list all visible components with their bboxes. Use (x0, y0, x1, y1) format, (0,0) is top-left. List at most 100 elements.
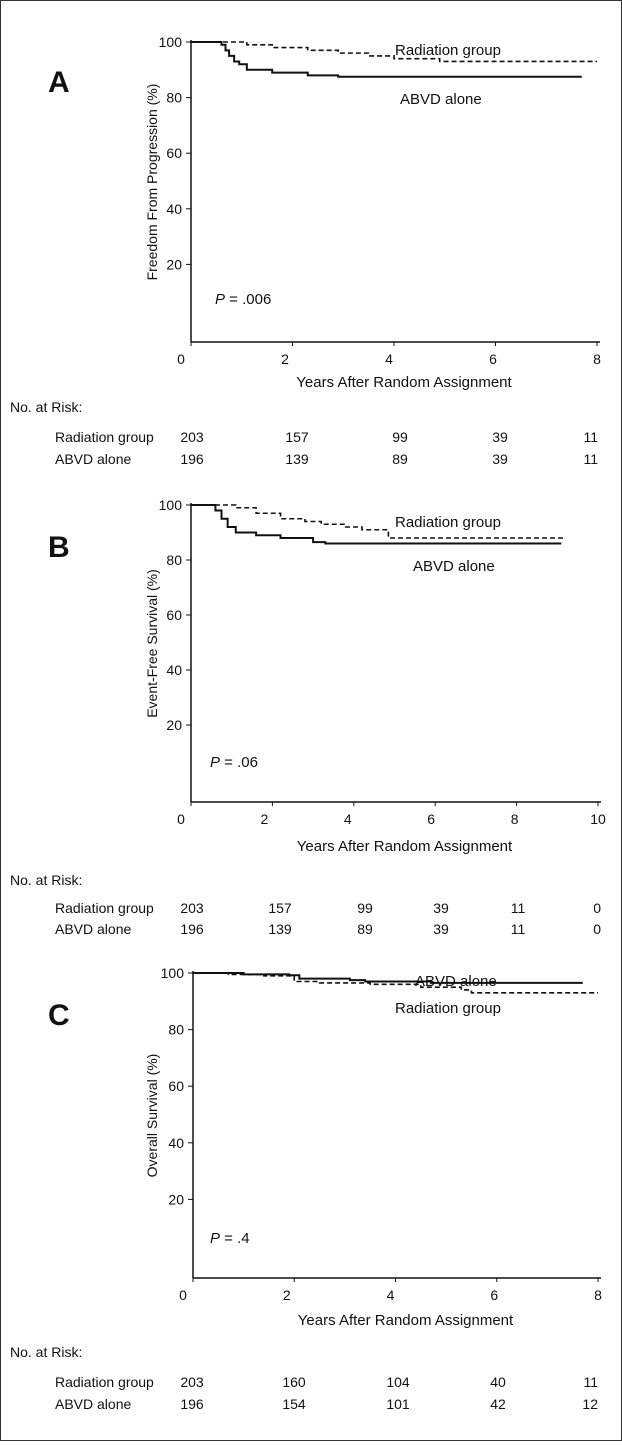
risk-cell: 157 (285, 429, 309, 445)
risk-cell: 39 (492, 451, 508, 467)
risk-cell: 0 (593, 900, 601, 916)
risk-cell: 12 (582, 1396, 598, 1412)
risk-cell: 11 (511, 900, 526, 916)
risk-cell: 0 (593, 921, 601, 937)
series-label: Radiation group (395, 1000, 501, 1017)
x-tick-label: 4 (387, 1287, 395, 1303)
risk-table-title: No. at Risk: (10, 1344, 82, 1360)
risk-row-label: ABVD alone (55, 1396, 131, 1412)
risk-cell: 196 (180, 1396, 204, 1412)
risk-cell: 203 (180, 1374, 204, 1390)
y-tick-label: 100 (161, 965, 185, 981)
y-tick-label: 60 (166, 607, 182, 623)
x-tick-label: 2 (281, 351, 289, 367)
p-value-text: = .4 (220, 1230, 250, 1247)
series-label: ABVD alone (400, 91, 482, 108)
y-tick-label: 80 (168, 1022, 184, 1038)
series-line-radiation-group (191, 504, 566, 539)
y-tick-label: 20 (168, 1191, 184, 1207)
risk-row-label: ABVD alone (55, 921, 131, 937)
risk-row-label: ABVD alone (55, 451, 131, 467)
y-tick-label: 80 (166, 90, 182, 106)
p-value-annotation: P = .4 (210, 1230, 250, 1247)
risk-cell: 99 (357, 900, 373, 916)
x-tick-label: 6 (427, 811, 435, 827)
x-tick-label: 8 (594, 1287, 602, 1303)
panel-c: C 20 40 60 80 100 0 2 4 6 8 Years After Random Assi… (10, 965, 602, 1412)
x-tick-label: 2 (261, 811, 269, 827)
x-tick-label: 10 (590, 811, 606, 827)
risk-cell: 154 (282, 1396, 306, 1412)
risk-cell: 39 (492, 429, 508, 445)
p-value-symbol: P (210, 754, 220, 771)
risk-cell: 203 (180, 429, 204, 445)
x-tick-label: 2 (283, 1287, 291, 1303)
y-tick-label: 100 (159, 34, 183, 50)
series-line-abvd-alone (191, 41, 582, 78)
x-axis-label: Years After Random Assignment (296, 374, 512, 391)
panel-a: A 20 40 60 80 100 0 2 4 6 8 Years After Random Assi… (10, 34, 601, 467)
series-line-abvd-alone (193, 972, 583, 984)
y-tick-label: 40 (168, 1135, 184, 1151)
x-tick-label: 6 (490, 1287, 498, 1303)
p-value-annotation: P = .006 (215, 291, 271, 308)
risk-cell: 104 (386, 1374, 410, 1390)
risk-cell: 39 (433, 921, 449, 937)
x-tick-label: 4 (344, 811, 352, 827)
risk-cell: 89 (392, 451, 408, 467)
risk-cell: 139 (268, 921, 292, 937)
y-tick-label: 40 (166, 662, 182, 678)
y-tick-label: 40 (166, 201, 182, 217)
risk-row-label: Radiation group (55, 900, 154, 916)
x-axis-label: Years After Random Assignment (297, 838, 513, 855)
x-tick-label: 8 (511, 811, 519, 827)
risk-cell: 157 (268, 900, 292, 916)
p-value-text: = .06 (220, 754, 258, 771)
y-tick-label: 20 (166, 256, 182, 272)
x-tick-label: 6 (489, 351, 497, 367)
panel-b: B 20 40 60 80 100 0 2 4 6 8 10 Years After Random As… (10, 497, 606, 937)
p-value-symbol: P (215, 291, 225, 308)
risk-cell: 196 (180, 921, 204, 937)
series-label: ABVD alone (415, 973, 497, 990)
y-tick-label: 100 (159, 497, 183, 513)
p-value-symbol: P (210, 1230, 220, 1247)
risk-cell: 203 (180, 900, 204, 916)
risk-cell: 160 (282, 1374, 306, 1390)
panel-letter: A (48, 66, 70, 99)
series-line-abvd-alone (191, 504, 562, 545)
x-tick-label: 0 (177, 351, 185, 367)
panel-letter: C (48, 999, 70, 1032)
p-value-text: = .006 (225, 291, 271, 308)
y-tick-label: 60 (168, 1078, 184, 1094)
x-tick-label: 0 (177, 811, 185, 827)
x-tick-label: 8 (593, 351, 601, 367)
y-tick-label: 20 (166, 717, 182, 733)
y-tick-label: 60 (166, 145, 182, 161)
risk-cell: 196 (180, 451, 204, 467)
y-axis-label: Event-Free Survival (%) (144, 569, 160, 718)
risk-cell: 40 (490, 1374, 506, 1390)
panel-letter: B (48, 531, 70, 564)
risk-table-title: No. at Risk: (10, 399, 82, 415)
series-label: Radiation group (395, 514, 501, 531)
risk-cell: 101 (386, 1396, 410, 1412)
y-tick-label: 80 (166, 552, 182, 568)
x-tick-label: 0 (179, 1287, 187, 1303)
series-line-radiation-group (193, 972, 598, 994)
risk-cell: 39 (433, 900, 449, 916)
x-axis-label: Years After Random Assignment (298, 1312, 514, 1329)
series-label: Radiation group (395, 42, 501, 59)
risk-cell: 99 (392, 429, 408, 445)
risk-row-label: Radiation group (55, 429, 154, 445)
y-axis-label: Overall Survival (%) (144, 1054, 160, 1178)
risk-row-label: Radiation group (55, 1374, 154, 1390)
risk-cell: 139 (285, 451, 309, 467)
risk-cell: 89 (357, 921, 373, 937)
risk-cell: 42 (490, 1396, 506, 1412)
p-value-annotation: P = .06 (210, 754, 258, 771)
risk-cell: 11 (583, 451, 598, 467)
x-tick-label: 4 (385, 351, 393, 367)
